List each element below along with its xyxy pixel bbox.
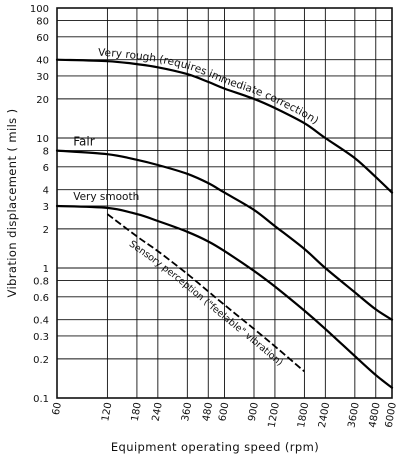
x-axis-title: Equipment operating speed (rpm) — [111, 440, 319, 454]
series-label: Sensory perception ("feelable" vibration… — [127, 239, 285, 369]
y-tick-label: 30 — [36, 72, 49, 83]
y-tick-label: 3 — [43, 202, 49, 213]
sensory-perception-curve — [106, 213, 305, 373]
very-rough-curve — [55, 58, 394, 194]
x-tick-label: 2400 — [317, 402, 332, 429]
fair-curve — [55, 149, 394, 321]
y-tick-label: 0.1 — [33, 394, 49, 405]
x-tick-label: 4800 — [367, 402, 382, 429]
chart-series — [55, 58, 394, 389]
chart-tick-labels: 60 120 180 240 360 480 600 900 1200 1800 2400 3600 4… — [30, 4, 399, 429]
y-tick-label: 40 — [36, 56, 49, 67]
chart-grid — [56, 7, 393, 399]
y-tick-label: 0.8 — [33, 277, 49, 288]
x-tick-label: 240 — [151, 402, 165, 423]
y-tick-label: 4 — [43, 186, 49, 197]
series-label: Fair — [73, 135, 94, 149]
y-tick-label: 2 — [43, 225, 49, 236]
x-tick-label: 1200 — [267, 402, 282, 429]
x-tick-label: 3600 — [347, 402, 362, 429]
x-tick-label: 1800 — [296, 402, 311, 429]
y-axis-title: Vibration displacement ( mils ) — [5, 109, 19, 298]
very-smooth-curve — [55, 204, 394, 389]
y-tick-label: 0.6 — [33, 293, 49, 304]
y-tick-label: 80 — [36, 17, 49, 28]
x-tick-label: 180 — [130, 402, 144, 423]
x-tick-label: 6000 — [384, 402, 399, 429]
x-tick-label: 60 — [51, 402, 64, 416]
y-tick-label: 60 — [36, 33, 49, 44]
series-label: Very smooth — [73, 191, 139, 203]
x-tick-label: 600 — [217, 402, 231, 423]
y-tick-label: 10 — [36, 134, 49, 145]
y-tick-label: 8 — [43, 147, 49, 158]
y-tick-label: 0.4 — [33, 316, 49, 327]
y-tick-label: 0.3 — [33, 332, 49, 343]
y-tick-label: 0.2 — [33, 355, 49, 366]
x-tick-label: 120 — [100, 402, 114, 423]
x-tick-label: 480 — [201, 402, 215, 423]
y-tick-label: 6 — [43, 163, 49, 174]
x-tick-label: 360 — [180, 402, 194, 423]
x-tick-label: 900 — [247, 402, 261, 423]
y-tick-label: 20 — [36, 95, 49, 106]
plot-frame — [56, 7, 393, 399]
y-tick-label: 1 — [43, 264, 49, 275]
y-tick-label: 100 — [30, 4, 49, 15]
